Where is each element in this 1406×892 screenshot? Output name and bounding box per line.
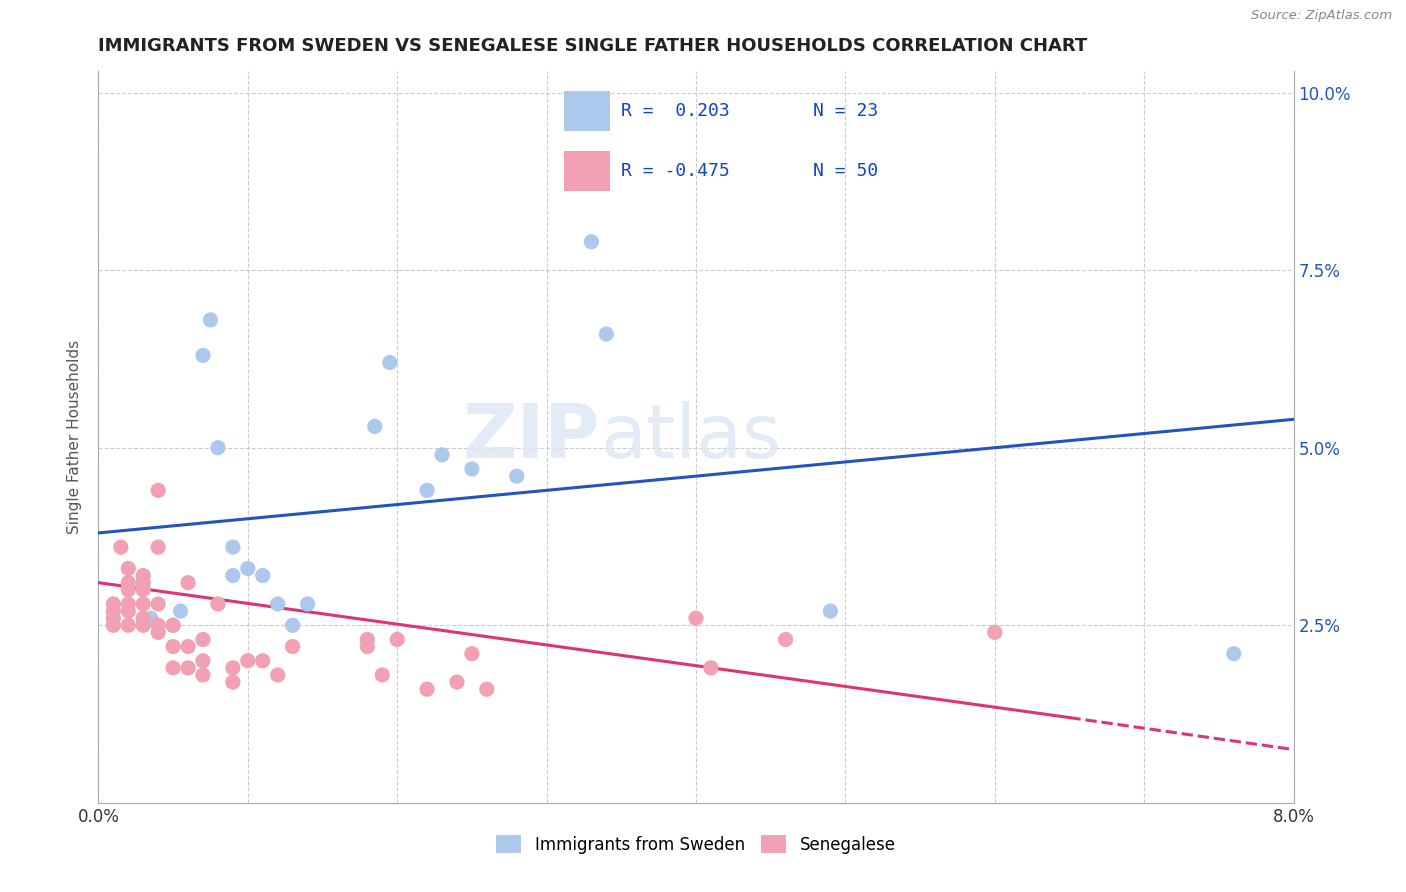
Point [506,469,529,483]
Point [148,625,170,640]
Point [700,661,723,675]
Point [430,448,453,462]
Point [117,604,139,618]
Point [132,575,155,590]
Point [132,618,155,632]
Point [775,632,797,647]
Legend: Immigrants from Sweden, Senegalese: Immigrants from Sweden, Senegalese [489,829,903,860]
Point [446,675,468,690]
Point [385,632,409,647]
Point [356,632,378,647]
Point [117,582,139,597]
Point [110,540,132,554]
Point [139,611,162,625]
Point [207,441,229,455]
Point [984,625,1007,640]
Point [364,419,387,434]
Point [132,568,155,582]
Point [1223,647,1246,661]
Point [191,348,214,362]
Point [581,235,603,249]
Point [117,575,139,590]
Point [416,483,439,498]
Text: Source: ZipAtlas.com: Source: ZipAtlas.com [1251,9,1392,22]
Point [207,597,229,611]
Point [820,604,842,618]
Point [475,682,498,697]
Point [191,654,214,668]
Point [148,597,170,611]
Text: atlas: atlas [600,401,782,474]
Point [461,462,484,476]
Point [281,618,304,632]
Point [148,618,170,632]
Point [103,611,125,625]
Point [222,675,245,690]
Text: ZIP: ZIP [463,401,600,474]
Point [371,668,394,682]
Point [132,597,155,611]
Point [148,483,170,498]
Point [356,640,378,654]
Point [416,682,439,697]
Point [117,597,139,611]
Point [103,618,125,632]
Point [162,640,184,654]
Point [132,611,155,625]
Point [222,568,245,582]
Point [103,604,125,618]
Point [252,568,274,582]
Point [169,604,191,618]
Point [378,355,401,369]
Y-axis label: Single Father Households: Single Father Households [67,340,83,534]
Point [191,632,214,647]
Point [177,640,200,654]
Point [148,540,170,554]
Point [595,327,617,342]
Point [252,654,274,668]
Point [236,561,259,575]
Point [162,618,184,632]
Point [162,661,184,675]
Point [222,661,245,675]
Point [200,313,222,327]
Point [236,654,259,668]
Point [177,575,200,590]
Point [177,661,200,675]
Point [297,597,319,611]
Point [267,668,290,682]
Point [461,647,484,661]
Point [132,582,155,597]
Point [191,668,214,682]
Point [162,618,184,632]
Point [117,618,139,632]
Point [103,597,125,611]
Point [117,561,139,575]
Point [281,640,304,654]
Text: IMMIGRANTS FROM SWEDEN VS SENEGALESE SINGLE FATHER HOUSEHOLDS CORRELATION CHART: IMMIGRANTS FROM SWEDEN VS SENEGALESE SIN… [98,37,1088,54]
Point [685,611,707,625]
Point [267,597,290,611]
Point [222,540,245,554]
